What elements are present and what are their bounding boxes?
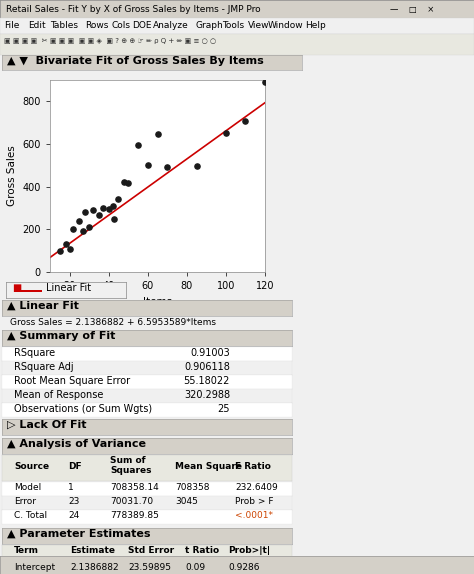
Text: Estimate: Estimate bbox=[70, 546, 115, 555]
Text: ▣ ▣ ▣ ▣  ✂ ▣ ▣ ▣  ▣ ▣ ◈  ▣ ? ⊕ ⊕ ☞ ✏ ρ Q + ✏ ▣ ≡ ○ ○: ▣ ▣ ▣ ▣ ✂ ▣ ▣ ▣ ▣ ▣ ◈ ▣ ? ⊕ ⊕ ☞ ✏ ρ Q + … bbox=[4, 38, 216, 44]
Text: Intercept: Intercept bbox=[14, 563, 55, 572]
Text: C. Total: C. Total bbox=[14, 511, 47, 520]
Text: Mean Square: Mean Square bbox=[175, 462, 242, 471]
Point bbox=[164, 163, 171, 172]
Text: Error: Error bbox=[14, 497, 36, 506]
Text: 2.1386882: 2.1386882 bbox=[70, 563, 118, 572]
Point bbox=[222, 129, 230, 138]
Point bbox=[62, 240, 69, 249]
Point bbox=[242, 116, 249, 125]
Point bbox=[134, 141, 142, 150]
Text: Gross Sales = 2.1386882 + 6.5953589*Items: Gross Sales = 2.1386882 + 6.5953589*Item… bbox=[10, 318, 216, 327]
Text: Tools: Tools bbox=[222, 21, 244, 30]
Text: ■: ■ bbox=[12, 283, 21, 293]
Text: Std Error: Std Error bbox=[128, 546, 174, 555]
Text: 778389.85: 778389.85 bbox=[110, 511, 159, 520]
Text: Prob > F: Prob > F bbox=[235, 497, 273, 506]
Text: —    □    ×: — □ × bbox=[390, 5, 434, 14]
Point bbox=[75, 216, 83, 226]
Text: Term: Term bbox=[14, 546, 39, 555]
Text: 24: 24 bbox=[68, 511, 79, 520]
Text: ▷ Lack Of Fit: ▷ Lack Of Fit bbox=[7, 420, 86, 430]
Text: Root Mean Square Error: Root Mean Square Error bbox=[14, 376, 130, 386]
Text: 70031.70: 70031.70 bbox=[110, 497, 153, 506]
Text: Tables: Tables bbox=[50, 21, 78, 30]
Point bbox=[66, 244, 73, 253]
Text: DOE: DOE bbox=[132, 21, 152, 30]
Text: Mean of Response: Mean of Response bbox=[14, 390, 103, 400]
Point bbox=[109, 201, 116, 211]
Point bbox=[120, 178, 128, 187]
Text: 0.9286: 0.9286 bbox=[228, 563, 259, 572]
Text: View: View bbox=[248, 21, 270, 30]
Text: Cols: Cols bbox=[112, 21, 131, 30]
Point bbox=[56, 246, 64, 255]
Text: 25: 25 bbox=[218, 404, 230, 414]
Text: F Ratio: F Ratio bbox=[235, 462, 271, 471]
Point bbox=[85, 223, 93, 232]
Point bbox=[111, 214, 118, 223]
Text: ▲ Linear Fit: ▲ Linear Fit bbox=[7, 301, 79, 311]
Text: 1: 1 bbox=[68, 483, 74, 492]
Text: t Ratio: t Ratio bbox=[185, 546, 219, 555]
Y-axis label: Gross Sales: Gross Sales bbox=[7, 146, 17, 207]
Text: 23.59895: 23.59895 bbox=[128, 563, 171, 572]
Text: Window: Window bbox=[268, 21, 304, 30]
Text: Retail Sales - Fit Y by X of Gross Sales by Items - JMP Pro: Retail Sales - Fit Y by X of Gross Sales… bbox=[6, 5, 261, 14]
Text: Help: Help bbox=[305, 21, 326, 30]
Text: 0.906118: 0.906118 bbox=[184, 362, 230, 372]
Text: File: File bbox=[4, 21, 19, 30]
Text: ▲ Analysis of Variance: ▲ Analysis of Variance bbox=[7, 439, 146, 449]
Text: 23: 23 bbox=[68, 497, 79, 506]
Text: Observations (or Sum Wgts): Observations (or Sum Wgts) bbox=[14, 404, 152, 414]
Text: RSquare: RSquare bbox=[14, 348, 55, 358]
Text: ▲ Parameter Estimates: ▲ Parameter Estimates bbox=[7, 529, 151, 539]
Point bbox=[124, 179, 132, 188]
Text: 708358.14: 708358.14 bbox=[110, 483, 159, 492]
Text: ▲ Summary of Fit: ▲ Summary of Fit bbox=[7, 331, 115, 341]
Text: 55.18022: 55.18022 bbox=[183, 376, 230, 386]
Text: 0.09: 0.09 bbox=[185, 563, 205, 572]
Point bbox=[82, 208, 89, 217]
Text: Model: Model bbox=[14, 483, 41, 492]
Text: Graph: Graph bbox=[195, 21, 223, 30]
Text: Prob>|t|: Prob>|t| bbox=[228, 546, 270, 555]
Text: Source: Source bbox=[14, 462, 49, 471]
Point bbox=[89, 205, 97, 215]
Text: 0.91003: 0.91003 bbox=[190, 348, 230, 358]
Text: Sum of: Sum of bbox=[110, 456, 146, 465]
X-axis label: Items: Items bbox=[143, 297, 172, 307]
Point bbox=[99, 203, 107, 212]
Text: Rows: Rows bbox=[85, 21, 109, 30]
Point bbox=[154, 130, 161, 139]
Point bbox=[80, 227, 87, 236]
Text: Analyze: Analyze bbox=[153, 21, 189, 30]
Point bbox=[144, 161, 152, 170]
Point bbox=[115, 195, 122, 204]
Text: ▲ ▼  Bivariate Fit of Gross Sales By Items: ▲ ▼ Bivariate Fit of Gross Sales By Item… bbox=[7, 56, 264, 66]
Text: Linear Fit: Linear Fit bbox=[46, 283, 91, 293]
Point bbox=[261, 77, 269, 87]
Text: DF: DF bbox=[68, 462, 82, 471]
Point bbox=[105, 204, 112, 214]
Point bbox=[70, 225, 77, 234]
Text: Squares: Squares bbox=[110, 466, 152, 475]
Text: Edit: Edit bbox=[28, 21, 46, 30]
Text: 320.2988: 320.2988 bbox=[184, 390, 230, 400]
Text: 232.6409: 232.6409 bbox=[235, 483, 278, 492]
Text: 3045: 3045 bbox=[175, 497, 198, 506]
Text: <.0001*: <.0001* bbox=[235, 511, 273, 520]
Text: 708358: 708358 bbox=[175, 483, 210, 492]
Point bbox=[95, 211, 103, 220]
Point bbox=[193, 162, 201, 171]
Text: RSquare Adj: RSquare Adj bbox=[14, 362, 73, 372]
